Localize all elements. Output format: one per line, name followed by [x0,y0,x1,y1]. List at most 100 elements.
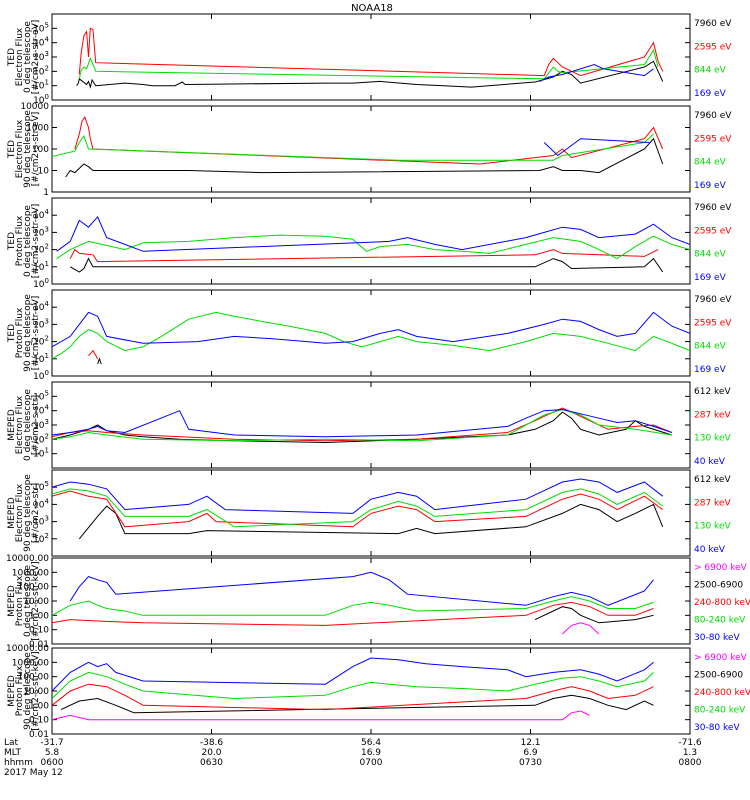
y-axis-label: TEDProton Flux0 deg telescope[#/cm2-s-st… [7,204,41,279]
series-line-7960-eV [97,357,102,365]
y-tick-label: 104 [33,404,49,417]
y-tick-label: 10.00 [23,687,49,697]
y-tick-label: 10000.00 [6,554,49,564]
y-tick-label: 1 [43,188,49,198]
series-line-612-keV [52,411,672,444]
y-tick-label: 101 [33,260,49,273]
series-line-80-240-keV [52,596,654,616]
y-tick-label: 103 [33,50,49,63]
footer-lat: 12.1 [520,738,540,748]
footer-hhmm: 0730 [519,758,542,768]
y-axis-label: TEDElectron Flux0 deg telescope[#/cm2-s-… [7,20,41,95]
footer-lat: -31.7 [40,738,63,748]
legend-entry: 2500-6900 [694,671,743,681]
series-line-240-800-keV [52,683,654,711]
series-line-40-keV [52,408,672,438]
y-tick-label: 105 [33,480,49,493]
y-tick-label: 101 [33,447,49,460]
legend-entry: 169 eV [694,89,727,99]
series-line-30-80-keV [52,657,654,692]
y-tick-label: 102 [33,335,49,348]
series-line-2595-eV [78,27,664,77]
y-tick-label: 104 [33,497,49,510]
y-tick-label: 100.00 [18,673,50,683]
y-tick-label: 104 [33,36,49,49]
series-group [52,657,654,721]
series-line-6900-keV [562,622,600,635]
legend-entry: 30-80 keV [694,633,740,643]
legend-entry: 240-800 keV [694,688,750,698]
footer-row-label: MLT [4,748,22,758]
legend-entry: 612 keV [694,387,731,397]
series-line-169-eV [543,138,650,157]
series-line-130-keV [52,408,672,442]
panel-frame [51,381,691,469]
legend-entry: 2595 eV [694,318,732,328]
legend-entry: 287 keV [694,498,731,508]
legend-entry: > 6900 keV [694,653,748,663]
y-tick-label: 102 [33,243,49,256]
series-line-7960-eV [69,257,664,273]
legend-entry: 7960 eV [694,111,732,121]
footer-row-label: 2017 May 12 [4,768,63,778]
series-line-2595-eV [69,248,659,263]
footer-hhmm: 0630 [200,758,223,768]
legend-entry: 844 eV [694,66,727,76]
legend-entry: 169 eV [694,273,727,283]
y-tick-label: 102 [33,64,49,77]
panel-frame [51,557,691,645]
footer-hhmm: 0600 [41,758,64,768]
y-tick-label: 0.01 [29,730,49,740]
legend-entry: 169 eV [694,181,727,191]
series-group [52,407,672,444]
legend-entry: 169 eV [694,365,727,375]
series-line-2500-6900 [534,606,654,624]
panel-8: 0.01 0.10 1.00 10.00 100.00 1000.00 10000.00ME… [6,644,750,740]
y-axis-label: MEPEDProton Flux0 deg telescope[#/cm2-s-… [7,561,41,640]
y-axis-label: MEPEDElectron Flux90 deg telescope[#/cm2… [7,474,41,552]
footer-lat: -38.6 [200,738,224,748]
legend-entry: > 6900 keV [694,563,748,573]
y-axis-label: MEPEDElectron Flux0 deg telescope[#/cm2-… [7,389,41,461]
series-group [52,311,690,365]
y-tick-label: 1000 [26,124,49,134]
y-tick-label: 1.00 [29,611,49,621]
footer-mlt: 6.9 [523,748,538,758]
series-line-169-eV [539,63,654,82]
legend-entry: 40 keV [694,457,726,467]
legend-entry: 80-240 keV [694,616,746,626]
y-tick-label: 101 [33,79,49,92]
legend-entry: 7960 eV [694,295,732,305]
legend-entry: 40 keV [694,545,726,555]
footer-mlt: 20.0 [201,748,221,758]
series-line-844-eV [78,48,659,80]
y-tick-label: 10000.00 [6,644,49,654]
y-tick-label: 1.00 [29,701,49,711]
series-group [52,116,664,178]
footer-row-label: Lat [4,738,19,748]
legend-entry: 130 keV [694,522,731,532]
y-tick-label: 104 [33,208,49,221]
y-tick-label: 105 [33,389,49,402]
footer-lat: -71.6 [678,738,702,748]
panel-frame [51,197,691,285]
legend-entry: 287 keV [694,410,731,420]
panel-7: 0.01 0.10 1.00 10.00 100.00 1000.00 10000.00ME… [6,554,750,650]
legend-entry: 844 eV [694,250,727,260]
legend-entry: 7960 eV [694,203,732,213]
footer-mlt: 5.8 [45,748,60,758]
y-tick-label: 100 [33,93,49,106]
series-group [76,27,664,89]
series-line-6900-keV [52,710,590,721]
legend-entry: 2595 eV [694,42,732,52]
series-line-287-keV [52,490,663,528]
y-tick-label: 100 [33,277,49,290]
legend-entry: 30-80 keV [694,723,740,733]
y-tick-label: 0.10 [29,716,49,726]
